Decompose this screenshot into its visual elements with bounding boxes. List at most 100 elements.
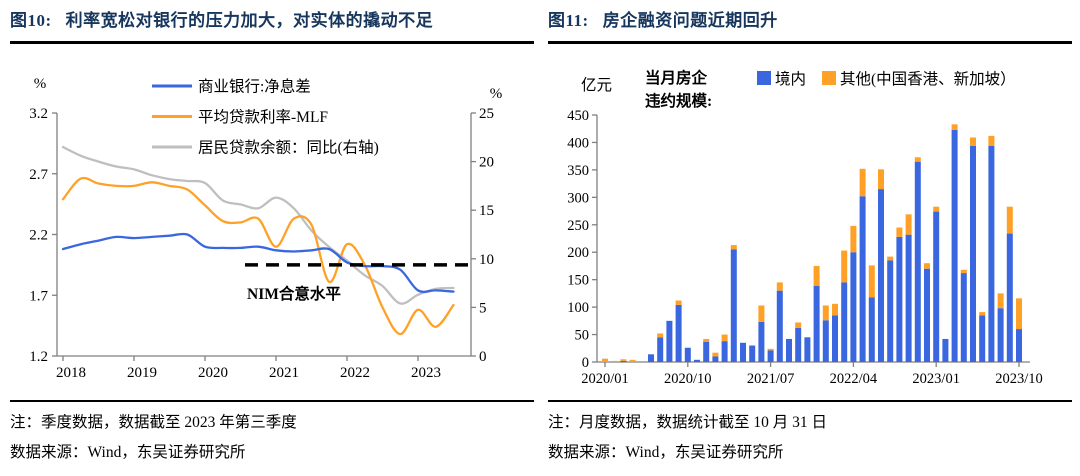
bar-other-2022/11 xyxy=(914,157,921,162)
bar-domestic-2021/10 xyxy=(795,327,802,362)
figure11-notes: 注：月度数据，数据统计截至 10 月 31 日 数据来源：Wind，东吴证券研究… xyxy=(548,400,1072,468)
bar-domestic-2023/09 xyxy=(1006,233,1013,362)
bar-domestic-2022/12 xyxy=(924,268,930,362)
legend-label-other: 其他(中国香港、新加坡） xyxy=(840,70,1016,88)
left-axis-unit-label: % xyxy=(34,76,47,92)
figure11-note-line1: 注：月度数据，数据统计截至 10 月 31 日 xyxy=(548,414,828,431)
bar-domestic-2023/03 xyxy=(951,129,958,362)
bar-other-2022/07 xyxy=(878,169,884,190)
bar-domestic-2022/01 xyxy=(822,320,829,362)
bar-domestic-2023/04 xyxy=(960,273,967,362)
bar-other-2022/12 xyxy=(924,263,930,269)
bar-domestic-2021/03 xyxy=(730,249,737,362)
x-axis-tick-label: 2020/01 xyxy=(581,371,629,387)
figure11-note-line2: 数据来源：Wind，东吴证券研究所 xyxy=(548,444,784,461)
legend-label-domestic: 境内 xyxy=(775,69,806,88)
bar-domestic-2021/05 xyxy=(749,345,756,362)
bar-domestic-2021/12 xyxy=(813,285,820,362)
bar-other-2023/06 xyxy=(979,312,986,316)
x-axis-tick-label: 2022/04 xyxy=(830,371,878,387)
series-line-1 xyxy=(61,176,455,336)
right-axis-tick-label: 0 xyxy=(479,349,487,365)
x-axis-tick-label: 2020/10 xyxy=(664,371,712,387)
bar-domestic-2021/02 xyxy=(721,341,728,362)
bar-domestic-2022/07 xyxy=(878,189,884,362)
figure10-line-chart: %% 3.2 2.7 2.2 1.7 1.2 25 20 15 10 5 0 2018 2019 2020 2… xyxy=(29,76,503,381)
y-axis-tick-label: 300 xyxy=(567,190,589,206)
y-axis-tick-label: 400 xyxy=(567,135,589,151)
bar-domestic-2021/11 xyxy=(804,337,811,362)
y-axis-tick-label: 200 xyxy=(567,245,589,261)
bar-domestic-2020/11 xyxy=(694,359,700,362)
bar-other-2021/08 xyxy=(776,282,783,291)
bar-other-2023/04 xyxy=(960,269,967,274)
bar-other-2021/01 xyxy=(712,352,719,357)
bar-other-2023/05 xyxy=(970,137,976,146)
x-axis-tick-label: 2022 xyxy=(340,365,370,381)
bar-other-2023/03 xyxy=(951,124,958,130)
bar-domestic-2023/05 xyxy=(970,145,976,362)
bar-other-2021/12 xyxy=(813,265,820,286)
bar-other-2020/01 xyxy=(602,358,608,362)
bar-other-2021/07 xyxy=(767,348,774,351)
right-axis-tick-label: 5 xyxy=(479,300,487,316)
bar-other-2023/08 xyxy=(997,293,1004,309)
right-axis-tick-label: 15 xyxy=(479,203,494,219)
y-axis-tick-label: 100 xyxy=(567,300,589,316)
bar-other-2021/02 xyxy=(721,334,728,342)
figure11-panel: 图11: 房企融资问题近期回升 亿元 当月房企 违约规模: 境内 其他(中国香港、新加坡）… xyxy=(548,8,1072,470)
figure11-title-prefix: 图11: xyxy=(548,11,589,30)
series-line-0 xyxy=(61,232,455,293)
right-axis-tick-label: 20 xyxy=(479,155,494,171)
bar-domestic-2021/09 xyxy=(786,338,792,362)
bar-domestic-2020/10 xyxy=(684,347,691,362)
legend-label-0: 商业银行:净息差 xyxy=(198,78,311,96)
right-axis-unit-label: % xyxy=(490,86,503,102)
bar-other-2022/02 xyxy=(832,303,838,316)
bar-other-2022/06 xyxy=(868,265,875,298)
y-axis-tick-label: 150 xyxy=(567,273,589,289)
bar-domestic-2021/06 xyxy=(758,321,765,362)
right-axis-tick-label: 25 xyxy=(479,106,494,122)
legend-label-2: 居民贷款余额：同比(右轴) xyxy=(198,138,379,157)
figure10-panel: 图10: 利率宽松对银行的压力加大，对实体的撬动不足 %% 3.2 2.7 2.2 1.7… xyxy=(10,8,534,470)
bar-domestic-2022/08 xyxy=(887,260,894,362)
bar-domestic-2022/05 xyxy=(859,196,866,362)
bar-domestic-2023/01 xyxy=(933,211,940,362)
bar-other-2022/09 xyxy=(896,227,903,237)
figure10-note-line1: 注：季度数据，数据截至 2023 年第三季度 xyxy=(10,414,297,431)
right-axis-tick-label: 10 xyxy=(479,252,494,268)
left-axis-tick-label: 2.2 xyxy=(29,228,48,244)
default-scale-header-line1: 当月房企 xyxy=(645,68,708,87)
y-axis-tick-label: 350 xyxy=(567,163,589,179)
left-axis-tick-label: 2.7 xyxy=(29,167,48,183)
bar-domestic-2023/02 xyxy=(942,338,949,362)
bar-domestic-2023/06 xyxy=(979,315,986,362)
nim-reference-label: NIM合意水平 xyxy=(247,284,341,303)
bar-other-2022/10 xyxy=(905,214,912,235)
bar-other-2020/09 xyxy=(675,300,682,305)
legend-swatch-other xyxy=(822,71,836,85)
y-axis-tick-label: 450 xyxy=(567,108,589,124)
bar-domestic-2023/10 xyxy=(1016,329,1022,362)
bar-other-2023/01 xyxy=(933,206,940,212)
bar-other-2020/07 xyxy=(657,333,664,338)
left-axis-tick-label: 1.2 xyxy=(29,349,48,365)
x-axis-tick-label: 2023 xyxy=(411,365,441,381)
x-axis-tick-label: 2018 xyxy=(56,365,86,381)
bar-other-2023/09 xyxy=(1006,206,1013,234)
bar-domestic-2021/04 xyxy=(740,342,746,362)
bar-other-2020/04 xyxy=(629,359,636,362)
figure10-title-prefix: 图10: xyxy=(10,11,52,30)
bar-domestic-2020/12 xyxy=(703,341,710,362)
default-scale-header-line2: 违约规模: xyxy=(645,91,712,110)
bar-other-2022/03 xyxy=(841,250,848,283)
bar-domestic-2022/02 xyxy=(832,315,838,362)
bar-domestic-2020/06 xyxy=(648,354,654,362)
bar-other-2020/02 xyxy=(611,360,618,362)
bar-domestic-2022/03 xyxy=(841,282,848,362)
figure10-title: 图10: 利率宽松对银行的压力加大，对实体的撬动不足 xyxy=(10,8,534,44)
bar-domestic-2021/01 xyxy=(712,356,719,362)
